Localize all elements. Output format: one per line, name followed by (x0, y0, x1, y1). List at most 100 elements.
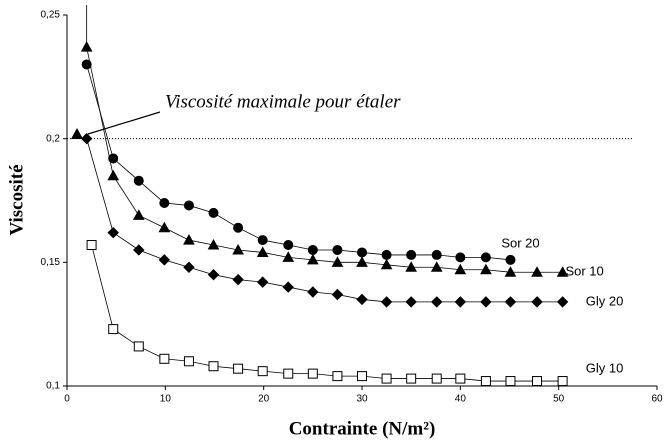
marker (108, 324, 119, 335)
marker (331, 288, 344, 301)
marker (207, 238, 220, 250)
marker (158, 221, 171, 233)
marker (183, 200, 194, 211)
marker (183, 356, 194, 367)
marker (183, 234, 195, 245)
series-label: Sor 10 (565, 264, 603, 279)
series-line (86, 47, 563, 273)
marker (307, 368, 318, 379)
marker (158, 254, 171, 266)
x-tick-label: 10 (160, 394, 172, 405)
marker (282, 251, 295, 262)
marker (480, 252, 491, 263)
marker (430, 261, 443, 272)
marker (183, 261, 195, 273)
marker (159, 353, 170, 364)
marker (356, 293, 368, 306)
y-axis-label: Viscosité (6, 164, 27, 235)
marker (86, 240, 97, 251)
marker (307, 244, 318, 255)
x-tick-label: 50 (553, 394, 565, 405)
annotation: Viscosité maximale pour étaler (165, 91, 401, 112)
marker (283, 368, 294, 379)
marker (381, 249, 392, 260)
marker (557, 376, 568, 387)
marker (381, 373, 392, 384)
marker (380, 258, 393, 270)
x-axis-label: Contrainte (N/m²) (289, 418, 436, 439)
annotation-arrowhead (71, 128, 83, 139)
marker (405, 296, 417, 308)
marker (505, 376, 516, 387)
marker (256, 276, 269, 288)
marker (233, 222, 244, 233)
x-tick-label: 60 (651, 394, 663, 405)
marker (133, 244, 145, 256)
marker (531, 266, 543, 277)
marker (505, 254, 516, 265)
marker (208, 207, 219, 218)
marker (406, 373, 417, 384)
marker (380, 296, 393, 308)
marker (532, 376, 543, 387)
marker (454, 263, 467, 275)
marker (331, 256, 344, 267)
marker (406, 249, 417, 260)
marker (232, 243, 244, 255)
y-tick-label: 0,25 (41, 10, 61, 21)
marker (454, 296, 467, 308)
marker (307, 286, 319, 298)
series-label: Sor 20 (501, 235, 539, 250)
marker (504, 266, 517, 277)
series-label: Gly 20 (586, 293, 624, 308)
marker (357, 247, 367, 258)
marker (133, 341, 144, 352)
marker (480, 296, 492, 308)
marker (531, 296, 543, 308)
x-tick-label: 40 (455, 394, 467, 405)
marker (107, 226, 119, 239)
marker (480, 263, 492, 275)
marker (283, 240, 294, 251)
y-tick-label: 0,1 (46, 381, 60, 392)
marker (257, 366, 268, 377)
marker (356, 256, 368, 267)
marker (357, 371, 367, 382)
marker (455, 252, 466, 263)
marker (455, 373, 466, 384)
marker (282, 281, 294, 293)
series-line (86, 138, 563, 303)
marker (431, 296, 443, 308)
marker (556, 266, 569, 277)
marker (81, 59, 92, 70)
annotation-arrow (87, 111, 161, 135)
marker (208, 361, 219, 372)
marker (132, 209, 145, 220)
marker (80, 132, 93, 145)
marker (332, 244, 343, 255)
marker (233, 363, 244, 374)
marker (159, 197, 170, 208)
series-label: Gly 10 (586, 360, 624, 375)
y-tick-label: 0,2 (46, 133, 60, 144)
marker (256, 246, 269, 257)
marker (431, 249, 442, 260)
marker (405, 261, 418, 272)
marker (107, 169, 120, 181)
y-tick-label: 0,15 (41, 257, 61, 268)
marker (556, 296, 569, 308)
marker (257, 235, 268, 246)
x-tick-label: 30 (356, 394, 368, 405)
marker (504, 296, 517, 308)
marker (431, 373, 442, 384)
marker (306, 253, 319, 265)
x-tick-label: 0 (64, 394, 70, 405)
x-tick-label: 20 (258, 394, 270, 405)
marker (207, 268, 220, 281)
marker (332, 371, 343, 382)
marker (480, 376, 491, 387)
marker (108, 153, 119, 164)
marker (133, 175, 144, 186)
marker (232, 273, 244, 286)
